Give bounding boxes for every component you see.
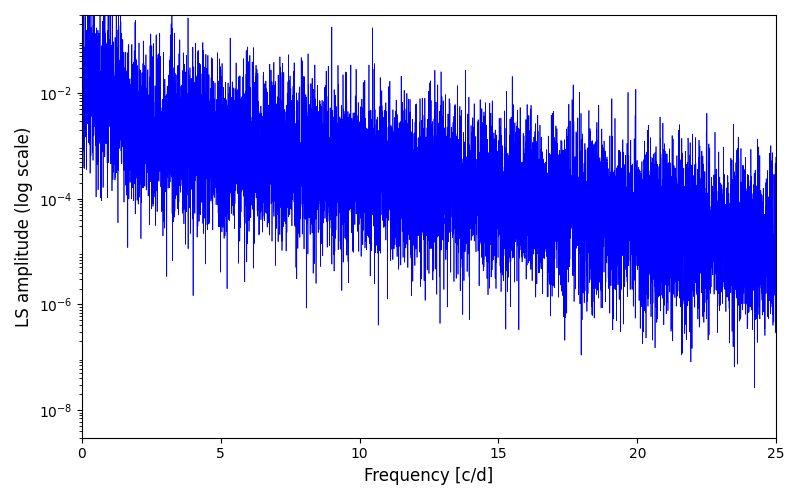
X-axis label: Frequency [c/d]: Frequency [c/d] (364, 467, 494, 485)
Y-axis label: LS amplitude (log scale): LS amplitude (log scale) (15, 126, 33, 326)
